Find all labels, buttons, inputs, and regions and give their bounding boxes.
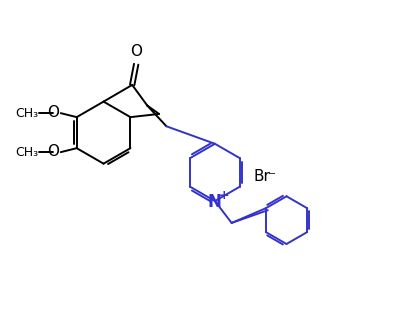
- Text: O: O: [130, 44, 142, 59]
- Text: ⁻: ⁻: [267, 169, 275, 184]
- Text: O: O: [47, 144, 59, 159]
- Text: CH₃: CH₃: [15, 107, 38, 120]
- Text: N: N: [207, 193, 221, 211]
- Text: CH₃: CH₃: [15, 146, 38, 159]
- Text: Br: Br: [253, 169, 270, 184]
- Text: O: O: [47, 105, 59, 120]
- Text: +: +: [218, 189, 229, 202]
